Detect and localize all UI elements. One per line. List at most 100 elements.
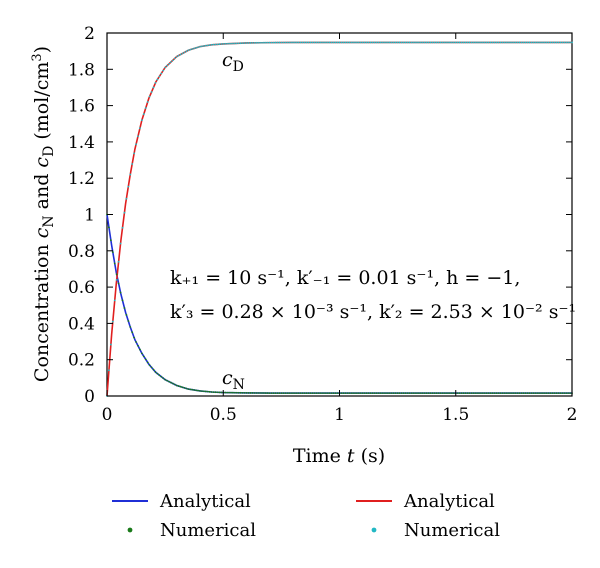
series-point-cN xyxy=(146,361,149,364)
series-point-cN xyxy=(224,391,227,394)
series-point-cN xyxy=(249,392,252,394)
series-point-cN xyxy=(452,392,455,394)
series-point-cD xyxy=(158,75,161,78)
series-point-cD xyxy=(365,41,368,44)
series-point-cD xyxy=(489,41,492,44)
series-point-cN xyxy=(117,282,120,285)
series-point-cD xyxy=(394,41,397,44)
series-point-cN xyxy=(354,392,356,394)
series-point-cN xyxy=(113,262,116,265)
series-point-cN xyxy=(466,392,469,394)
series-point-cN xyxy=(534,392,537,394)
series-point-cN xyxy=(326,392,329,394)
series-point-cN xyxy=(381,392,384,394)
series-point-cD xyxy=(162,69,165,72)
y-axis-label-unit-end: ) xyxy=(31,46,53,53)
series-point-cD xyxy=(288,41,291,44)
y-tick-label: 0.4 xyxy=(68,314,95,334)
series-point-cN xyxy=(183,386,186,389)
series-point-cN xyxy=(346,392,349,394)
series-point-cD xyxy=(278,41,281,44)
series-point-cD xyxy=(284,41,287,44)
series-point-cN xyxy=(162,377,165,380)
series-point-cD xyxy=(410,41,413,44)
series-point-cN xyxy=(268,392,271,394)
series-point-cD xyxy=(553,41,556,44)
annotation-line-2: k′₃ = 0.28 × 10⁻³ s⁻¹, k′₂ = 2.53 × 10⁻²… xyxy=(170,301,576,323)
series-point-cN xyxy=(237,391,240,394)
series-point-cN xyxy=(431,392,434,394)
series-point-cD xyxy=(340,41,343,44)
series-point-cD xyxy=(264,41,267,44)
series-point-cD xyxy=(226,42,229,45)
series-point-cN xyxy=(371,392,374,394)
series-point-cN xyxy=(489,392,492,394)
y-axis-label: Concentration cN and cD (mol/cm3) xyxy=(30,46,57,382)
series-point-cN xyxy=(390,392,393,394)
series-point-cD xyxy=(359,41,362,44)
series-point-cD xyxy=(245,42,248,44)
series-point-cN xyxy=(243,391,246,394)
y-tick-label: 1.2 xyxy=(68,169,95,189)
series-point-cD xyxy=(303,41,306,44)
series-point-cD xyxy=(483,41,486,44)
series-point-cN xyxy=(270,392,273,394)
series-point-cN xyxy=(321,392,323,394)
series-point-cD xyxy=(392,41,395,44)
series-point-cD xyxy=(561,41,564,44)
x-tick-label: 0 xyxy=(102,405,113,425)
series-point-cD xyxy=(111,320,114,323)
series-point-cN xyxy=(111,251,114,254)
series-point-cN xyxy=(263,392,265,394)
series-point-cD xyxy=(286,41,289,44)
series-point-cD xyxy=(559,41,562,44)
series-point-cN xyxy=(208,390,211,393)
series-point-cD xyxy=(526,41,529,44)
series-point-cD xyxy=(171,59,174,62)
series-point-cD xyxy=(481,41,484,44)
series-point-cN xyxy=(538,392,540,394)
y-axis-label-s2: D xyxy=(41,146,57,157)
series-point-cN xyxy=(350,392,353,394)
curve-label-cn: cN xyxy=(222,367,245,393)
series-point-cD xyxy=(464,41,467,44)
series-point-cD xyxy=(139,127,141,130)
series-point-cD xyxy=(212,43,215,46)
series-point-cD xyxy=(456,41,459,44)
x-axis-label-suffix: (s) xyxy=(355,445,386,467)
series-point-cD xyxy=(235,42,238,45)
series-point-cD xyxy=(450,41,453,44)
series-point-cN xyxy=(377,392,380,394)
series-point-cD xyxy=(241,42,244,45)
series-point-cD xyxy=(313,41,316,44)
series-point-cD xyxy=(152,86,155,89)
series-point-cN xyxy=(400,392,403,394)
legend-label-analytical-red: Analytical xyxy=(403,491,495,512)
series-point-cN xyxy=(481,392,484,394)
series-point-cN xyxy=(253,392,256,394)
series-point-cD xyxy=(255,41,258,44)
series-point-cN xyxy=(412,392,415,394)
series-point-cD xyxy=(208,44,211,46)
series-point-cD xyxy=(454,41,457,44)
series-point-cD xyxy=(493,41,496,44)
series-point-cD xyxy=(222,42,225,45)
series-point-cD xyxy=(538,41,540,44)
series-point-cD xyxy=(290,41,292,44)
series-point-cD xyxy=(427,41,430,44)
series-point-cD xyxy=(468,41,471,44)
series-point-cN xyxy=(168,380,170,383)
series-point-cD xyxy=(361,41,364,44)
curves xyxy=(106,41,573,397)
series-point-cN xyxy=(303,392,306,394)
series-point-cN xyxy=(307,392,310,394)
series-point-cN xyxy=(228,391,230,394)
series-point-cN xyxy=(245,392,248,394)
axis-ticks: 0 0.5 1 1.5 2 0 0.2 0.4 0.6 0.8 1 1.2 1.4 1.6 1.8 2 xyxy=(68,24,577,425)
y-tick-label: 0.6 xyxy=(68,278,95,298)
plot-frame xyxy=(106,32,573,397)
series-point-cD xyxy=(266,41,269,44)
series-point-cN xyxy=(497,392,500,394)
series-point-cD xyxy=(121,226,124,229)
series-point-cD xyxy=(220,43,223,45)
